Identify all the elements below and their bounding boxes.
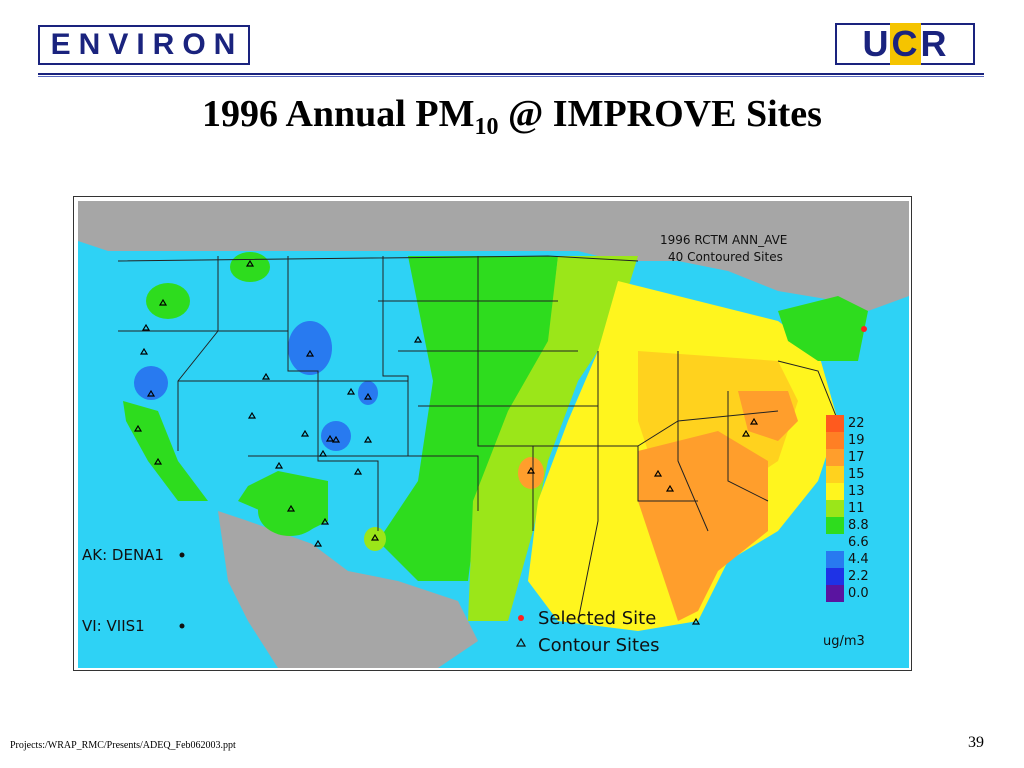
colorbar-label: 13 bbox=[848, 484, 865, 499]
central-green-region bbox=[378, 256, 558, 581]
colorbar-swatch bbox=[826, 483, 844, 500]
map-label-line1: 1996 RCTM ANN_AVE bbox=[660, 233, 787, 247]
ucr-logo-u: U bbox=[862, 23, 890, 64]
title-subscript: 10 bbox=[474, 114, 499, 140]
west-coast-green bbox=[123, 401, 208, 501]
state-borders bbox=[117, 255, 839, 622]
colorbar-label: 11 bbox=[848, 501, 865, 516]
colorbar-label: 19 bbox=[848, 433, 865, 448]
colorbar-swatch bbox=[826, 568, 844, 585]
canada-land bbox=[78, 201, 909, 311]
colorbar-label: 17 bbox=[848, 450, 865, 465]
blue-hotspot-2 bbox=[134, 366, 168, 400]
contour-site-markers bbox=[133, 259, 759, 625]
colorbar-swatch bbox=[826, 500, 844, 517]
legend-selected-label: Selected Site bbox=[538, 608, 656, 629]
map-canvas: 1996 RCTM ANN_AVE 40 Contoured Sites AK:… bbox=[78, 201, 909, 668]
blue-hotspot-1 bbox=[288, 321, 332, 375]
header-divider bbox=[38, 73, 984, 77]
southeast-orange-region bbox=[638, 431, 768, 621]
green-hotspot-2 bbox=[230, 252, 270, 282]
colorbar-swatch bbox=[826, 432, 844, 449]
colorbar-label: 6.6 bbox=[848, 535, 869, 550]
ucr-logo-r: R bbox=[920, 23, 948, 64]
colorbar-label: 2.2 bbox=[848, 569, 869, 584]
colorbar-swatch bbox=[826, 415, 844, 432]
colorbar-label: 22 bbox=[848, 416, 865, 431]
selected-site-marker bbox=[861, 326, 867, 332]
colorbar-label: 15 bbox=[848, 467, 865, 482]
legend-contour-label: Contour Sites bbox=[538, 635, 660, 656]
inset-ak-label: AK: DENA1 bbox=[82, 546, 164, 564]
colorbar-label: 8.8 bbox=[848, 518, 869, 533]
colorbar-swatch bbox=[826, 517, 844, 534]
green-hotspot-1 bbox=[146, 283, 190, 319]
colorbar: 22 19 17 15 13 11 8.8 6.6 4.4 2.2 0.0 bbox=[826, 415, 869, 602]
colorbar-label: 0.0 bbox=[848, 586, 869, 601]
colorbar-swatch bbox=[826, 466, 844, 483]
inset-vi-dot bbox=[179, 623, 185, 629]
title-main: 1996 Annual PM bbox=[202, 93, 475, 135]
page-title: 1996 Annual PM10 @ IMPROVE Sites bbox=[0, 92, 1024, 141]
colorbar-label: 4.4 bbox=[848, 552, 869, 567]
midatlantic-orange-region bbox=[738, 391, 798, 441]
mexico-land bbox=[218, 511, 478, 668]
footer-file-path: Projects:/WRAP_RMC/Presents/ADEQ_Feb0620… bbox=[10, 740, 236, 751]
inset-vi-label: VI: VIIS1 bbox=[82, 617, 145, 635]
colorbar-swatch bbox=[826, 551, 844, 568]
map-label-line2: 40 Contoured Sites bbox=[668, 250, 783, 264]
ucr-logo-c: C bbox=[889, 23, 921, 65]
colorbar-unit: ug/m3 bbox=[823, 634, 865, 649]
light-green-hotspot bbox=[364, 527, 386, 551]
colorbar-swatch bbox=[826, 449, 844, 466]
pm10-map: 1996 RCTM ANN_AVE 40 Contoured Sites AK:… bbox=[73, 196, 912, 671]
environ-logo: ENVIRON bbox=[38, 25, 250, 65]
inset-ak-dot bbox=[179, 552, 185, 558]
title-suffix: @ IMPROVE Sites bbox=[498, 93, 822, 135]
colorbar-swatch bbox=[826, 585, 844, 602]
legend-selected-marker bbox=[518, 615, 524, 621]
legend-contour-marker bbox=[515, 637, 527, 647]
northeast-green-region bbox=[778, 296, 868, 361]
west-low-region bbox=[118, 256, 423, 546]
page-number: 39 bbox=[968, 734, 984, 751]
light-green-band bbox=[468, 256, 638, 621]
colorbar-swatch bbox=[826, 534, 844, 551]
